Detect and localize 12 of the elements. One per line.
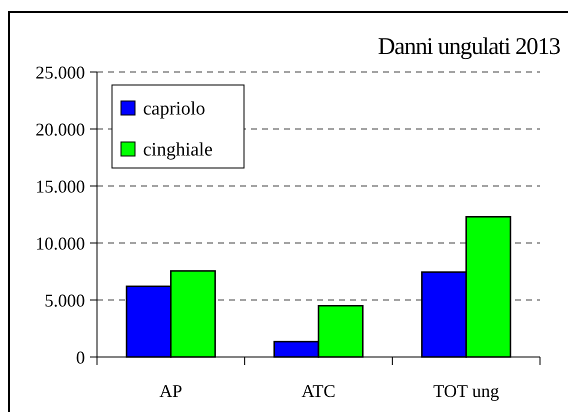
- y-tick-label: 20.000: [36, 119, 85, 140]
- legend-label: capriolo: [143, 98, 206, 120]
- x-tick-label: ATC: [301, 381, 336, 401]
- x-tick-label: AP: [159, 381, 182, 401]
- x-tick-label: TOT ung: [433, 381, 500, 401]
- y-tick-label: 5.000: [44, 290, 85, 310]
- y-tick-label: 15.000: [36, 176, 85, 196]
- chart-title: Danni ungulati 2013: [378, 34, 561, 60]
- legend-label: cinghiale: [143, 140, 213, 161]
- y-tick-label: 0: [76, 347, 85, 368]
- y-tick-label: 10.000: [36, 233, 85, 254]
- y-tick-label: 25.000: [36, 62, 85, 82]
